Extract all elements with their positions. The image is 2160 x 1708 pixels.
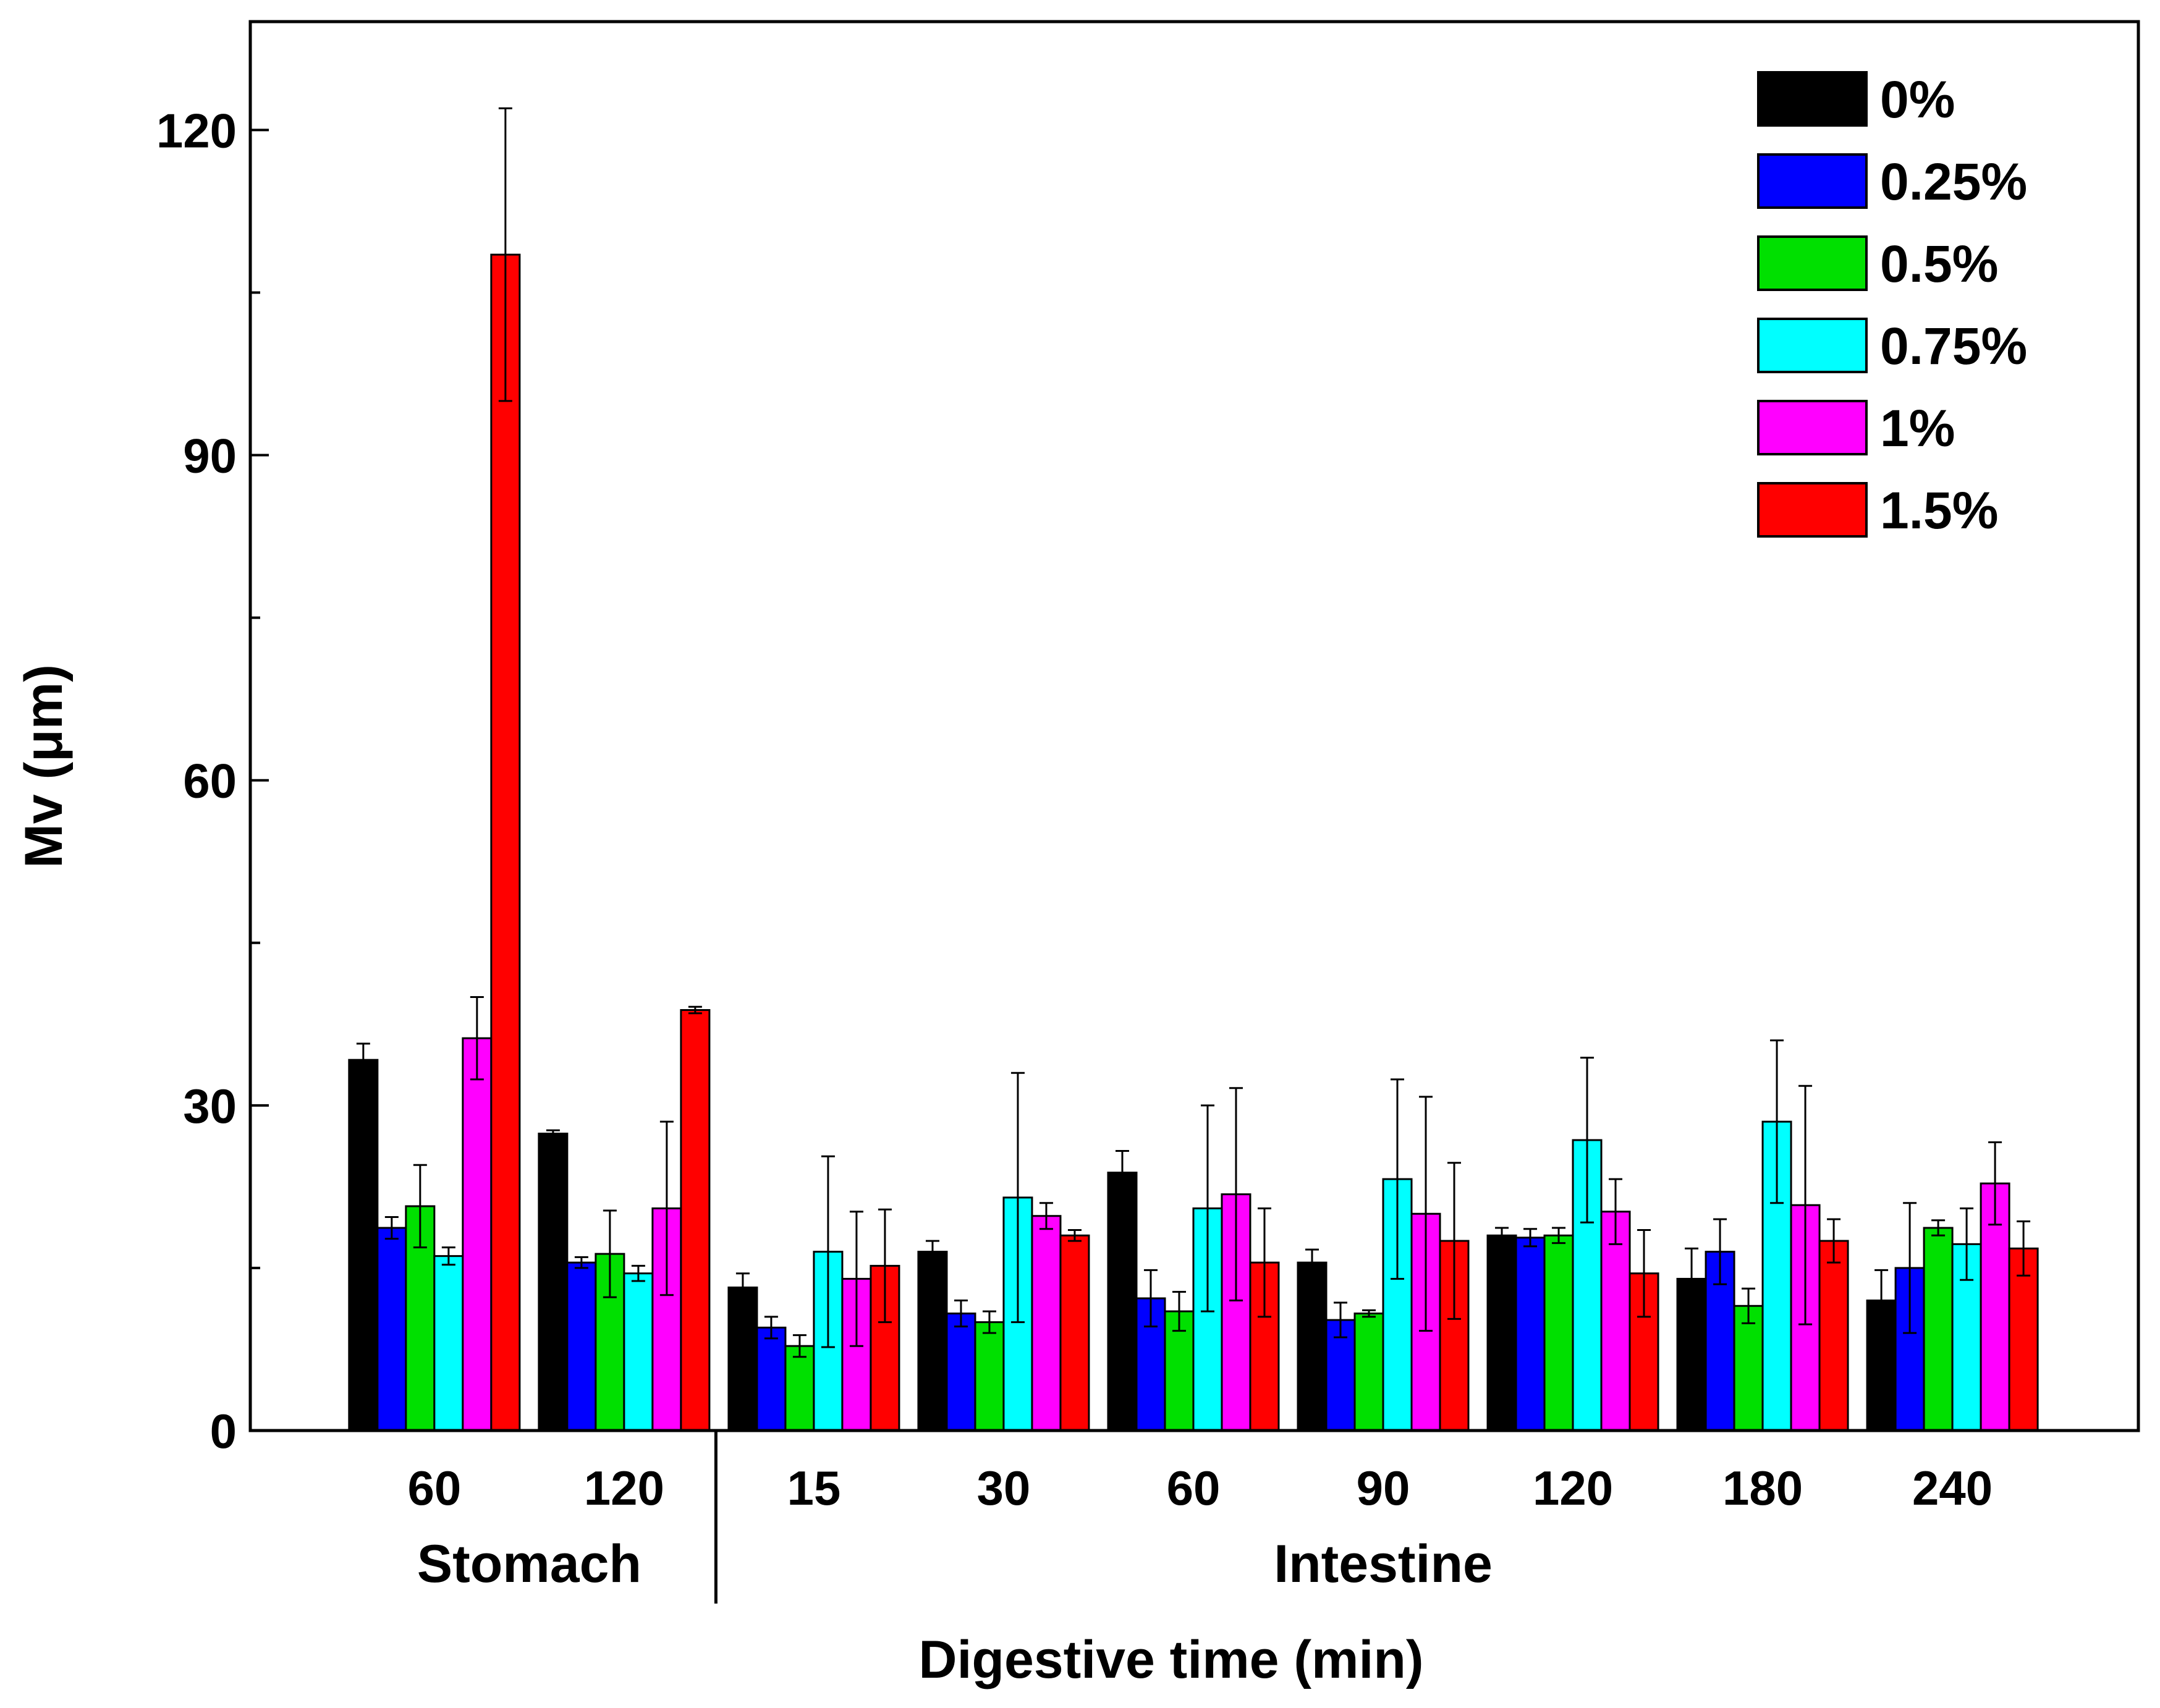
bar bbox=[917, 1251, 948, 1432]
bar bbox=[348, 1059, 379, 1432]
legend-swatch bbox=[1757, 153, 1868, 209]
legend-label: 1% bbox=[1880, 399, 1955, 457]
x-tick-label: 240 bbox=[1912, 1461, 1993, 1515]
bar bbox=[946, 1313, 976, 1432]
legend-swatch bbox=[1757, 482, 1868, 538]
legend-swatch bbox=[1757, 400, 1868, 455]
bar bbox=[1486, 1234, 1517, 1432]
bar bbox=[2008, 1247, 2039, 1432]
bar bbox=[1031, 1215, 1062, 1432]
bar bbox=[974, 1321, 1005, 1432]
bar bbox=[1923, 1227, 1954, 1432]
bar bbox=[727, 1286, 758, 1432]
bar bbox=[1353, 1313, 1384, 1432]
legend-label: 0% bbox=[1880, 70, 1955, 129]
group-label: Stomach bbox=[417, 1534, 642, 1594]
x-tick-label: 60 bbox=[1167, 1461, 1221, 1515]
bar bbox=[1515, 1237, 1546, 1432]
y-tick-label: 60 bbox=[183, 754, 237, 808]
bar bbox=[490, 253, 521, 1432]
bar bbox=[756, 1326, 787, 1432]
plot-frame bbox=[248, 20, 2140, 1432]
y-tick-label: 0 bbox=[210, 1404, 237, 1458]
legend-swatch bbox=[1757, 235, 1868, 291]
bar bbox=[1297, 1261, 1328, 1432]
legend-label: 1.5% bbox=[1880, 481, 1998, 539]
bar bbox=[623, 1272, 654, 1432]
bar bbox=[680, 1009, 711, 1432]
bar bbox=[1107, 1172, 1138, 1432]
bar bbox=[1059, 1234, 1090, 1432]
legend-swatch bbox=[1757, 318, 1868, 373]
bar bbox=[1818, 1240, 1849, 1432]
bar bbox=[376, 1227, 407, 1432]
x-tick-label: 120 bbox=[1533, 1461, 1613, 1515]
x-tick-label: 90 bbox=[1357, 1461, 1410, 1515]
bar bbox=[462, 1037, 493, 1432]
bars bbox=[348, 107, 2039, 1432]
bar bbox=[1733, 1304, 1764, 1432]
group-label: Intestine bbox=[1274, 1534, 1493, 1594]
bar bbox=[784, 1345, 815, 1432]
x-tick-label: 180 bbox=[1722, 1461, 1803, 1515]
legend-label: 0.75% bbox=[1880, 317, 2027, 375]
y-tick-label: 90 bbox=[183, 429, 237, 483]
x-tick-label: 30 bbox=[977, 1461, 1031, 1515]
bar bbox=[1543, 1234, 1574, 1432]
y-tick-label: 120 bbox=[156, 103, 237, 158]
y-tick-label: 30 bbox=[183, 1079, 237, 1133]
bar bbox=[566, 1261, 597, 1432]
x-tick-label: 60 bbox=[407, 1461, 461, 1515]
bar bbox=[1382, 1178, 1413, 1432]
x-tick-label: 120 bbox=[584, 1461, 664, 1515]
x-tick-label: 15 bbox=[787, 1461, 841, 1515]
legend-swatch bbox=[1757, 71, 1868, 127]
legend-label: 0.25% bbox=[1880, 153, 2027, 211]
axes: 0 30 60 90 120 60 120 15 30 60 90 120 180 240 Stomach I… bbox=[156, 20, 2140, 1604]
legend-label: 0.5% bbox=[1880, 235, 1998, 293]
y-axis-label: Mv (μm) bbox=[14, 664, 74, 868]
x-axis-label: Digestive time (min) bbox=[918, 1630, 1423, 1689]
bar bbox=[433, 1255, 464, 1432]
bar bbox=[1600, 1211, 1631, 1432]
bar bbox=[538, 1132, 569, 1432]
legend: 0% 0.25% 0.5% 0.75% 1% 1.5% bbox=[1757, 70, 2027, 539]
